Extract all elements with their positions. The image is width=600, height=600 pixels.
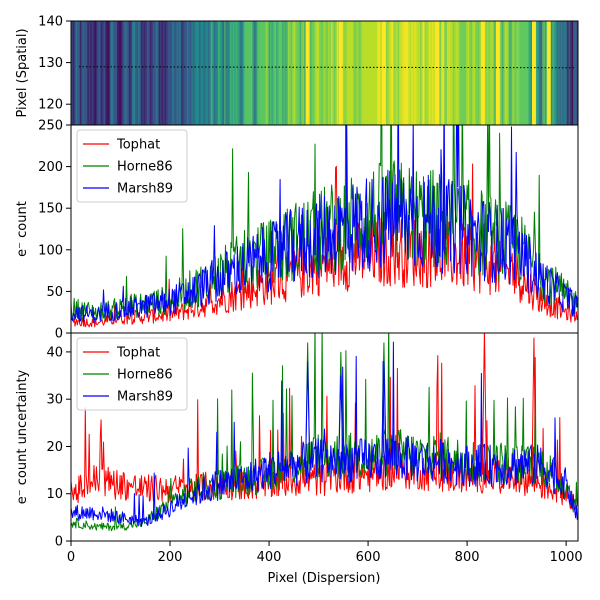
- y-tick-label: 250: [38, 119, 63, 134]
- series-line-marsh89: [71, 341, 578, 527]
- bright-column: [495, 21, 500, 125]
- y-tick-label: 0: [55, 327, 63, 342]
- bright-column: [480, 21, 485, 125]
- heatmap-bright-columns: [305, 21, 551, 125]
- uncertainty-panel: 0 10 20 30 40 0 200 400 600 800 1000 e⁻ count unc…: [15, 332, 583, 586]
- x-tick-label: 200: [158, 550, 183, 565]
- x-tick-label: 600: [356, 550, 381, 565]
- counts-y-axis-label: e⁻ count: [15, 201, 30, 257]
- y-tick-label: 30: [46, 393, 63, 408]
- y-tick-label: 140: [38, 15, 63, 30]
- bright-column: [435, 21, 440, 125]
- legend-label: Tophat: [116, 138, 160, 153]
- bright-column: [546, 21, 551, 125]
- y-tick-label: 130: [38, 56, 63, 71]
- x-tick-label: 1000: [550, 550, 583, 565]
- bright-column: [305, 21, 310, 125]
- series-line-marsh89: [71, 125, 578, 324]
- uncertainty-x-ticks: 0 200 400 600 800 1000: [67, 541, 583, 565]
- y-tick-label: 200: [38, 160, 63, 175]
- y-tick-label: 0: [55, 535, 63, 550]
- heatmap-y-axis-label: Pixel (Spatial): [15, 28, 30, 117]
- legend-label: Horne86: [117, 160, 173, 175]
- spatial-heatmap-panel: 120 130 140 Pixel (Spatial): [15, 15, 579, 126]
- y-tick-label: 100: [38, 243, 63, 258]
- counts-series: [71, 125, 578, 328]
- y-tick-label: 50: [46, 285, 63, 300]
- legend-label: Marsh89: [117, 390, 173, 405]
- heatmap-stripe: [576, 21, 578, 125]
- y-tick-label: 40: [46, 345, 63, 360]
- counts-legend: Tophat Horne86 Marsh89: [76, 129, 188, 203]
- x-axis-label: Pixel (Dispersion): [268, 571, 381, 586]
- legend-box: [76, 337, 188, 411]
- y-tick-label: 120: [38, 98, 63, 113]
- uncertainty-y-ticks: 0 10 20 30 40: [46, 345, 71, 550]
- counts-y-ticks: 0 50 100 150 200 250: [38, 119, 71, 342]
- x-tick-label: 400: [257, 550, 282, 565]
- uncertainty-frame: [70, 332, 579, 542]
- spike: [305, 361, 311, 463]
- bright-column: [338, 21, 343, 125]
- legend-label: Tophat: [116, 346, 160, 361]
- legend-label: Horne86: [117, 368, 173, 383]
- spike: [338, 375, 344, 461]
- x-tick-label: 0: [67, 550, 75, 565]
- series-line-tophat: [71, 355, 578, 511]
- legend-box: [76, 129, 188, 203]
- trace-line: [78, 66, 577, 69]
- x-tick-label: 800: [455, 550, 480, 565]
- heatmap-y-ticks: 120 130 140: [38, 15, 71, 113]
- bright-column: [381, 21, 386, 125]
- counts-panel: 0 50 100 150 200 250 e⁻ count Tophat Horne86 Ma…: [15, 119, 579, 342]
- legend-label: Marsh89: [117, 182, 173, 197]
- y-tick-label: 150: [38, 202, 63, 217]
- uncertainty-legend: Tophat Horne86 Marsh89: [76, 337, 188, 411]
- spike: [481, 333, 487, 475]
- bright-column: [531, 21, 536, 125]
- y-tick-label: 10: [46, 487, 63, 502]
- series-line-tophat: [71, 163, 578, 328]
- spike: [381, 361, 387, 458]
- uncertainty-series: [71, 333, 578, 532]
- spike: [531, 337, 537, 482]
- y-tick-label: 20: [46, 440, 63, 455]
- heatmap-stripes: [71, 21, 578, 125]
- uncertainty-y-axis-label: e⁻ count uncertainty: [15, 369, 30, 504]
